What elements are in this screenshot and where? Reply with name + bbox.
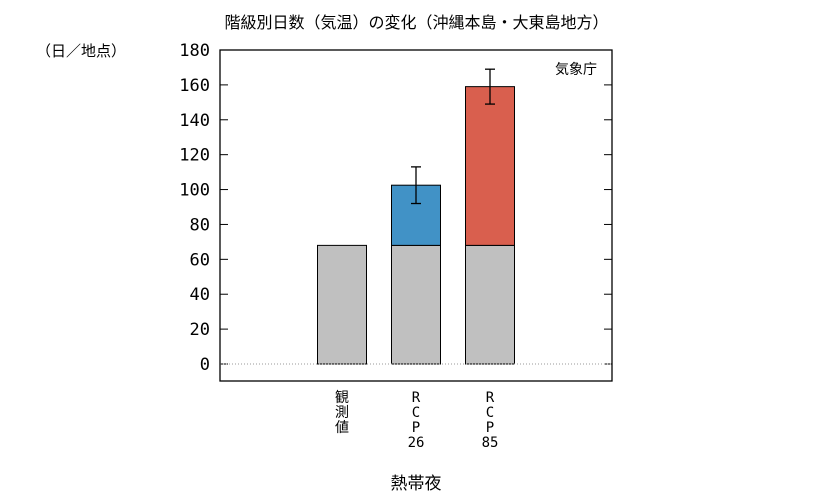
y-tick-label: 120	[179, 146, 210, 166]
bars	[317, 86, 515, 365]
category-label: R C P 85	[482, 390, 499, 451]
y-axis-ticks: 0 20 40 60 80 100 120 140 160 180	[179, 41, 612, 375]
source-annotation: 気象庁	[555, 62, 597, 78]
bar-base-segment	[317, 244, 367, 365]
y-tick-label: 80	[190, 215, 210, 235]
x-axis-title: 熱帯夜	[391, 474, 442, 494]
y-axis-unit-label: （日／地点）	[36, 42, 127, 60]
category-label: R C P 26	[408, 390, 425, 451]
y-tick-label: 180	[179, 41, 210, 61]
error-bar	[411, 166, 421, 205]
y-tick-label: 60	[190, 250, 210, 270]
y-tick-label: 40	[190, 285, 210, 305]
y-tick-label: 0	[200, 355, 210, 375]
bar-base-segment	[391, 244, 441, 365]
y-tick-label: 140	[179, 111, 210, 131]
category-label: 観測値	[335, 389, 349, 436]
category-labels: 観測値 R C P 26 R C P 85	[335, 389, 498, 451]
y-tick-label: 160	[179, 76, 210, 96]
bar-increase-segment	[465, 86, 515, 246]
y-tick-label: 100	[179, 181, 210, 201]
y-tick-label: 20	[190, 320, 210, 340]
chart-title: 階級別日数（気温）の変化（沖縄本島・大東島地方）	[224, 13, 609, 32]
bar-base-segment	[465, 244, 515, 365]
error-bars	[411, 68, 495, 205]
plot-frame	[219, 49, 613, 382]
error-bar	[485, 68, 495, 105]
